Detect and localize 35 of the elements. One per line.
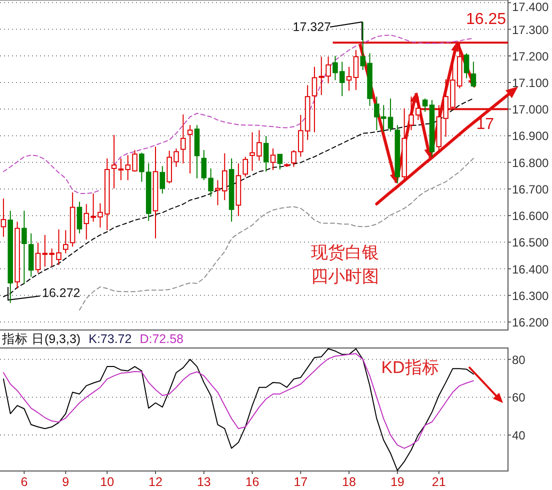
y-tick-label: 16.700 bbox=[512, 182, 550, 196]
y-tick-label: 16.800 bbox=[512, 156, 550, 170]
y-tick-label: 16.900 bbox=[512, 129, 550, 144]
y-tick-label: 40 bbox=[512, 428, 526, 443]
x-tick-label: 12 bbox=[148, 475, 163, 489]
y-tick-label: 17.400 bbox=[512, 0, 550, 14]
chart-title: 指标 日(9,3,3) bbox=[1, 332, 81, 346]
annotation: 16.25 bbox=[466, 11, 506, 28]
x-tick-label: 21 bbox=[432, 475, 446, 489]
y-tick-label: 17.100 bbox=[512, 76, 550, 90]
text: D:72.58 bbox=[140, 332, 184, 346]
y-tick-label: 17.200 bbox=[512, 49, 550, 64]
annotation: 现货白银 bbox=[311, 243, 379, 262]
y-tick-label: 16.200 bbox=[512, 316, 550, 330]
x-tick-label: 16 bbox=[245, 475, 260, 489]
y-tick-label: 80 bbox=[512, 352, 526, 367]
x-tick-label: 19 bbox=[390, 475, 404, 489]
x-tick-label: 18 bbox=[342, 475, 356, 489]
y-tick-label: 17.300 bbox=[512, 22, 550, 37]
y-tick-label: 16.500 bbox=[512, 236, 550, 250]
x-tick-label: 9 bbox=[62, 475, 70, 489]
y-tick-label: 17.000 bbox=[512, 102, 550, 117]
y-tick-label: 16.600 bbox=[512, 209, 550, 224]
x-tick-label: 17 bbox=[294, 475, 308, 489]
annotation: 16.272 bbox=[42, 286, 80, 300]
x-tick-label: 6 bbox=[20, 475, 28, 489]
x-tick-label: 13 bbox=[196, 475, 211, 489]
annotation: 四小时图 bbox=[311, 267, 379, 286]
annotation: 17.327 bbox=[292, 20, 332, 34]
y-tick-label: 60 bbox=[512, 390, 526, 405]
series-label: K:73.72 bbox=[88, 332, 132, 346]
y-tick-label: 16.400 bbox=[512, 262, 550, 276]
x-tick-label: 10 bbox=[100, 475, 114, 489]
annotation: KD指标 bbox=[381, 358, 439, 377]
y-tick-label: 16.300 bbox=[512, 288, 550, 303]
